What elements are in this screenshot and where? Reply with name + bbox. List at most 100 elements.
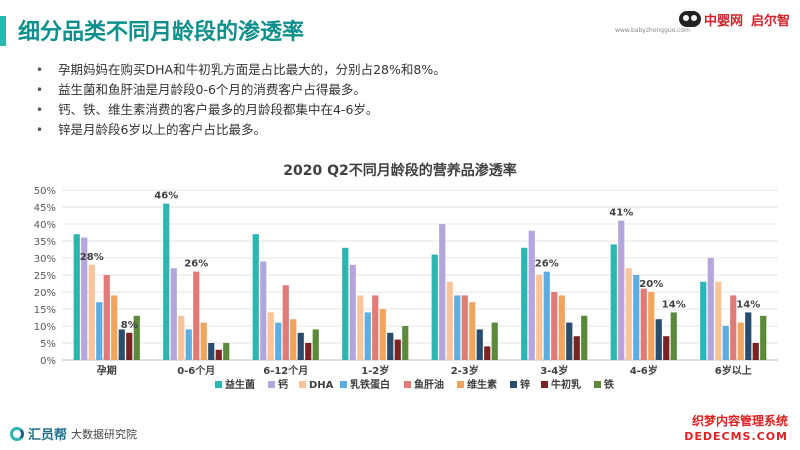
bar (476, 329, 483, 360)
bar (663, 336, 670, 360)
y-tick-label: 20% (34, 288, 56, 299)
x-tick-label: 6-12个月 (263, 364, 308, 377)
bar (536, 275, 543, 360)
bar (439, 224, 446, 360)
bar (573, 336, 580, 360)
bar (193, 271, 200, 360)
watermark-text: 织梦内容管理系统 (691, 414, 788, 428)
legend-label: 乳铁蛋白 (350, 378, 390, 391)
bar (528, 230, 535, 360)
header: 细分品类不同月龄段的渗透率 中婴网 启尔智 www.babyzhongguo.c… (0, 0, 800, 56)
chart-title: 2020 Q2不同月龄段的营养品渗透率 (283, 163, 517, 179)
title-accent-bar (0, 16, 6, 46)
bar (387, 332, 394, 360)
bar (349, 264, 356, 360)
bar (558, 295, 565, 360)
bar (178, 315, 185, 360)
bar (364, 312, 371, 360)
y-tick-label: 30% (34, 254, 56, 265)
legend-label: 铁 (604, 378, 614, 391)
bar (252, 234, 259, 360)
x-tick-label: 孕期 (97, 364, 117, 377)
bar (431, 254, 438, 360)
bar (223, 343, 230, 360)
legend-swatch (510, 381, 517, 388)
bar (126, 332, 133, 360)
bar (752, 343, 759, 360)
bar (618, 220, 625, 360)
bar (170, 268, 177, 360)
bar (111, 295, 118, 360)
legend-swatch (340, 381, 347, 388)
bar (200, 322, 207, 360)
bar (282, 285, 289, 360)
footer-brand: 汇员帮 (28, 428, 68, 443)
y-tick-label: 40% (34, 220, 56, 231)
watermark-url: DEDECMS.COM (684, 430, 788, 443)
bar-chart: 0% 5% 10% 15% 20% 25% 30% 35% 40% 45% 50% 孕期 0-6个月 6-… (34, 186, 778, 391)
bar (81, 237, 88, 360)
bar (133, 315, 140, 360)
bar (491, 322, 498, 360)
y-tick-label: 10% (34, 322, 56, 333)
bar (379, 309, 386, 360)
bar (543, 271, 550, 360)
bar (312, 329, 319, 360)
bar (305, 343, 312, 360)
bar (215, 349, 222, 360)
bar (454, 295, 461, 360)
bar (469, 302, 476, 360)
bar (730, 295, 737, 360)
bar (461, 295, 468, 360)
bar (581, 315, 588, 360)
legend-label: 钙 (278, 378, 288, 391)
bar (260, 261, 267, 360)
bar (342, 247, 349, 360)
bar (566, 322, 573, 360)
x-tick-label: 4-6岁 (630, 364, 658, 377)
bar (96, 302, 103, 360)
bullet-item: 锌是月龄段6岁以上的客户占比最多。 (36, 120, 446, 140)
data-label: 26% (535, 259, 559, 270)
data-label: 8% (121, 320, 138, 331)
bar (722, 326, 729, 360)
bar (655, 319, 662, 360)
y-tick-label: 25% (34, 271, 56, 282)
huiyuanbang-logo-icon (10, 426, 24, 441)
bar (715, 281, 722, 360)
bar (267, 312, 274, 360)
partner-logos: 中婴网 启尔智 (678, 8, 790, 30)
legend-label: 益生菌 (225, 378, 255, 391)
bar (670, 312, 677, 360)
logo-url: www.babyzhongguo.com (614, 27, 690, 34)
data-label: 46% (154, 191, 178, 202)
bar (118, 329, 125, 360)
zhongying-logo: 中婴网 (678, 10, 743, 29)
legend-swatch (404, 381, 411, 388)
bar (610, 244, 617, 360)
bar (402, 326, 409, 360)
y-tick-label: 5% (40, 339, 56, 350)
data-label: 26% (184, 259, 208, 270)
x-tick-label: 1-2岁 (361, 364, 389, 377)
bar (357, 295, 364, 360)
bar (640, 288, 647, 360)
bar (625, 268, 632, 360)
x-tick-label: 2-3岁 (451, 364, 479, 377)
bar (103, 275, 110, 360)
bar (297, 332, 304, 360)
legend-label: 锌 (520, 378, 530, 391)
bar (446, 281, 453, 360)
y-tick-label: 50% (34, 186, 56, 197)
qierzhi-logo: 启尔智 (750, 13, 790, 29)
bar (394, 339, 401, 360)
bar (760, 315, 767, 360)
y-tick-label: 15% (34, 305, 56, 316)
bar (275, 322, 282, 360)
legend-label: 牛初乳 (551, 378, 581, 391)
bar (484, 346, 491, 360)
x-tick-label: 3-4岁 (540, 364, 568, 377)
bar (372, 295, 379, 360)
data-label: 14% (736, 299, 760, 310)
bar (648, 292, 655, 360)
